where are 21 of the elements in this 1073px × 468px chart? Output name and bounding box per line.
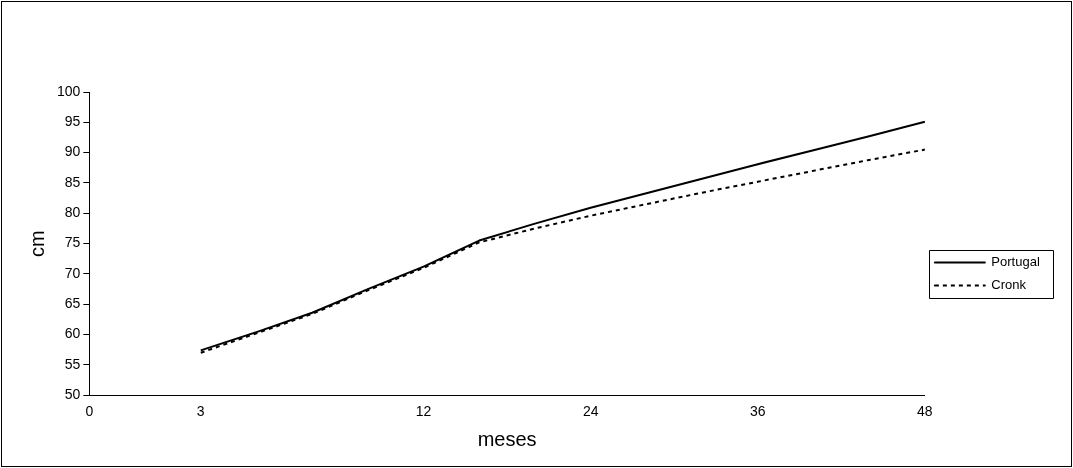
y-tick-label: 100: [57, 82, 81, 99]
x-tick-label: 12: [415, 403, 432, 420]
y-tick-label: 70: [64, 264, 81, 281]
y-tick-label: 95: [64, 113, 81, 130]
legend-label: Cronk: [991, 277, 1034, 293]
y-axis-title: cm: [25, 230, 48, 257]
y-tick-label: 65: [64, 295, 81, 312]
y-tick-label: 60: [64, 325, 81, 342]
y-tick-label: 85: [64, 173, 81, 190]
y-tick-label: 80: [64, 204, 81, 221]
x-tick-label: 0: [85, 403, 94, 420]
legend-label: Portugal: [991, 254, 1048, 270]
y-tick-label: 50: [64, 386, 81, 403]
x-tick-label: 48: [917, 403, 933, 420]
x-axis-title: meses: [477, 427, 537, 450]
y-tick-label: 75: [64, 234, 81, 251]
x-tick-label: 36: [749, 403, 766, 420]
x-tick-label: 24: [582, 403, 599, 420]
y-tick-label: 90: [64, 143, 81, 160]
y-tick-label: 55: [64, 355, 81, 372]
x-tick-label: 3: [196, 403, 205, 420]
